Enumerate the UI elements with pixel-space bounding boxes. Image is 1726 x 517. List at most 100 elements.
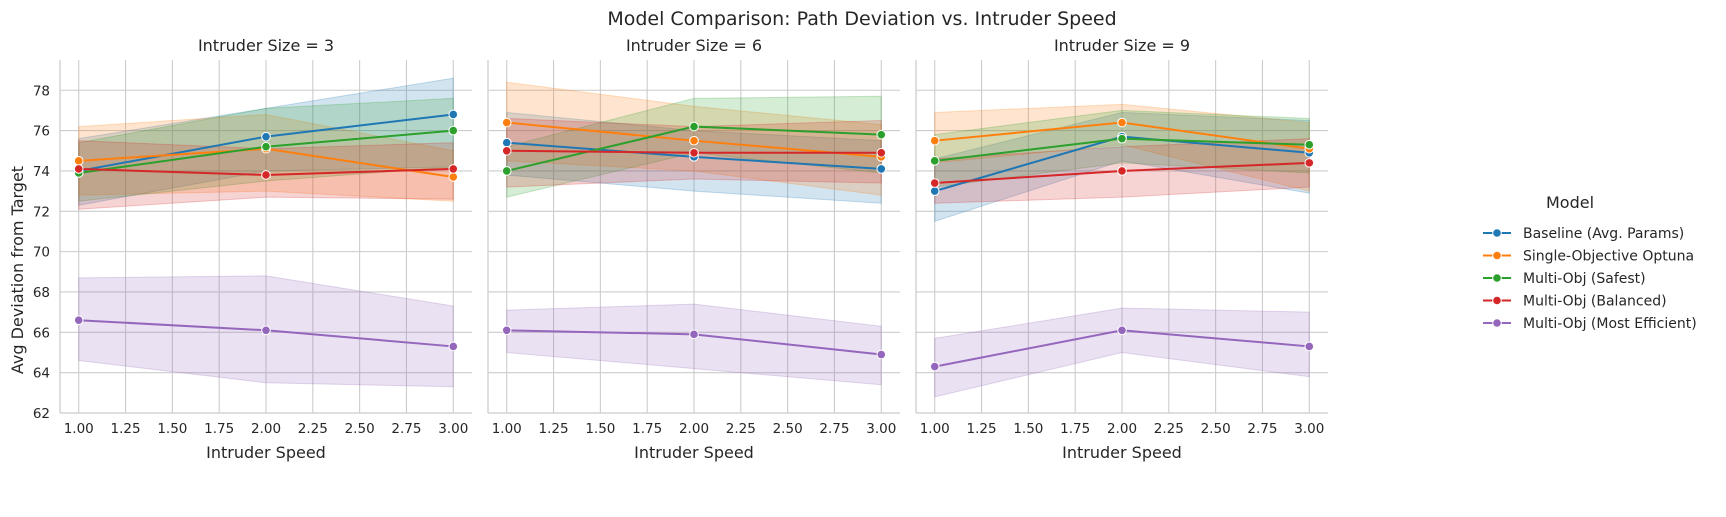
data-point [1304,341,1315,352]
x-tick-label: 3.00 [1294,421,1324,437]
y-tick-label: 64 [33,366,50,382]
data-point [261,170,271,180]
x-tick-label: 1.50 [1013,421,1043,437]
panel-2: Intruder Size = 6 1.00 1.25 1.50 1.75 2.00 2.2… [487,36,900,462]
x-tick-label: 2.75 [819,421,849,437]
x-tick-label: 1.75 [1060,421,1090,437]
legend-item-multi-obj-safest: Multi-Obj (Safest) [1483,271,1646,287]
series-multi-obj-safest [73,125,459,178]
x-tick-label: 2.75 [1247,421,1277,437]
x-tick-label: 3.00 [438,421,468,437]
x-tick-label: 1.75 [204,421,234,437]
y-tick-label: 74 [33,164,50,180]
y-tick-label: 66 [33,325,50,341]
data-point [1117,166,1127,176]
data-point [1117,325,1127,336]
x-tick-label: 2.25 [298,421,328,437]
x-tick-label: 1.25 [111,421,141,437]
data-point [448,125,459,136]
data-point [929,178,940,188]
data-point [876,349,887,360]
series-multi-obj-most-efficient [929,325,1315,372]
legend-title: Model [1546,193,1594,212]
y-axis-label: Avg Deviation from Target [8,166,27,374]
data-point [501,137,512,148]
y-tick-label: 76 [33,124,50,140]
data-point [689,329,699,340]
x-tick-label: 2.50 [1201,421,1231,437]
confidence-band-multi-obj-most-efficient [506,303,882,386]
data-point [73,156,84,166]
x-tick-label: 3.00 [866,421,896,437]
x-tick-label: 2.75 [391,421,421,437]
data-point [929,361,940,372]
data-point [929,156,940,166]
x-tick-label: 1.00 [64,421,94,437]
chart-title: Model Comparison: Path Deviation vs. Int… [607,8,1116,30]
data-point [501,166,512,176]
data-point [929,135,940,146]
legend-marker-swatch [1492,250,1502,261]
data-point [689,147,699,158]
x-axis-label: Intruder Speed [634,443,754,462]
x-axis-label: Intruder Speed [1062,443,1182,462]
y-tick-label: 78 [33,83,50,99]
series-multi-obj-safest [501,121,887,176]
x-tick-label: 1.25 [967,421,997,437]
data-point [448,109,459,120]
series-multi-obj-most-efficient [73,315,459,352]
panel-1: Intruder Size = 3 1.00 1.25 1.50 1.75 2.00 2.2… [33,36,472,462]
y-tick-label: 68 [33,285,50,301]
data-point [876,129,887,140]
x-tick-label: 1.50 [585,421,615,437]
confidence-band-single-objective-optuna [78,113,454,202]
series-multi-obj-safest [929,133,1315,166]
panel-title: Intruder Size = 9 [1054,36,1190,55]
x-tick-label: 2.00 [251,421,281,437]
data-point [929,186,940,196]
data-point [448,341,459,352]
panel-title: Intruder Size = 6 [626,36,762,55]
legend-item-baseline-avg-params: Baseline (Avg. Params) [1483,226,1684,242]
data-point [689,135,699,146]
data-point [876,164,887,174]
gridlines [60,60,472,414]
data-point [1304,158,1315,168]
data-point [501,325,512,336]
data-point [73,164,84,174]
x-tick-label: 2.00 [679,421,709,437]
panel-3: Intruder Size = 9 1.00 1.25 1.50 1.75 2.00 2.2… [915,36,1328,462]
data-point [448,164,459,174]
legend-marker-swatch [1492,273,1502,283]
x-tick-label: 1.50 [157,421,187,437]
legend-label: Multi-Obj (Balanced) [1523,294,1667,310]
x-tick-label: 1.00 [920,421,950,437]
data-point [876,147,887,158]
data-point [261,131,271,142]
legend-marker-swatch [1492,228,1502,238]
y-tick-label: 70 [33,245,50,261]
x-tick-label: 2.00 [1107,421,1137,437]
series-multi-obj-most-efficient [501,325,887,360]
data-point [1117,133,1127,144]
series-multi-obj-balanced [73,164,459,180]
data-point [501,117,512,128]
confidence-band-baseline-avg-params [934,111,1310,223]
gridlines [916,60,1328,414]
legend-label: Single-Objective Optuna [1523,249,1694,265]
legend-label: Multi-Obj (Most Efficient) [1523,316,1697,332]
x-tick-label: 2.25 [1154,421,1184,437]
data-point [501,145,512,156]
x-tick-label: 2.50 [345,421,375,437]
y-tick-label: 72 [33,204,50,220]
x-tick-label: 2.25 [726,421,756,437]
confidence-band-multi-obj-most-efficient [934,307,1310,398]
legend-marker-swatch [1492,318,1502,328]
y-tick-label: 62 [33,406,50,422]
data-point [261,141,271,152]
legend-item-multi-obj-balanced: Multi-Obj (Balanced) [1483,294,1667,310]
x-tick-label: 1.25 [539,421,569,437]
legend-marker-swatch [1492,295,1502,306]
data-point [1117,117,1127,128]
